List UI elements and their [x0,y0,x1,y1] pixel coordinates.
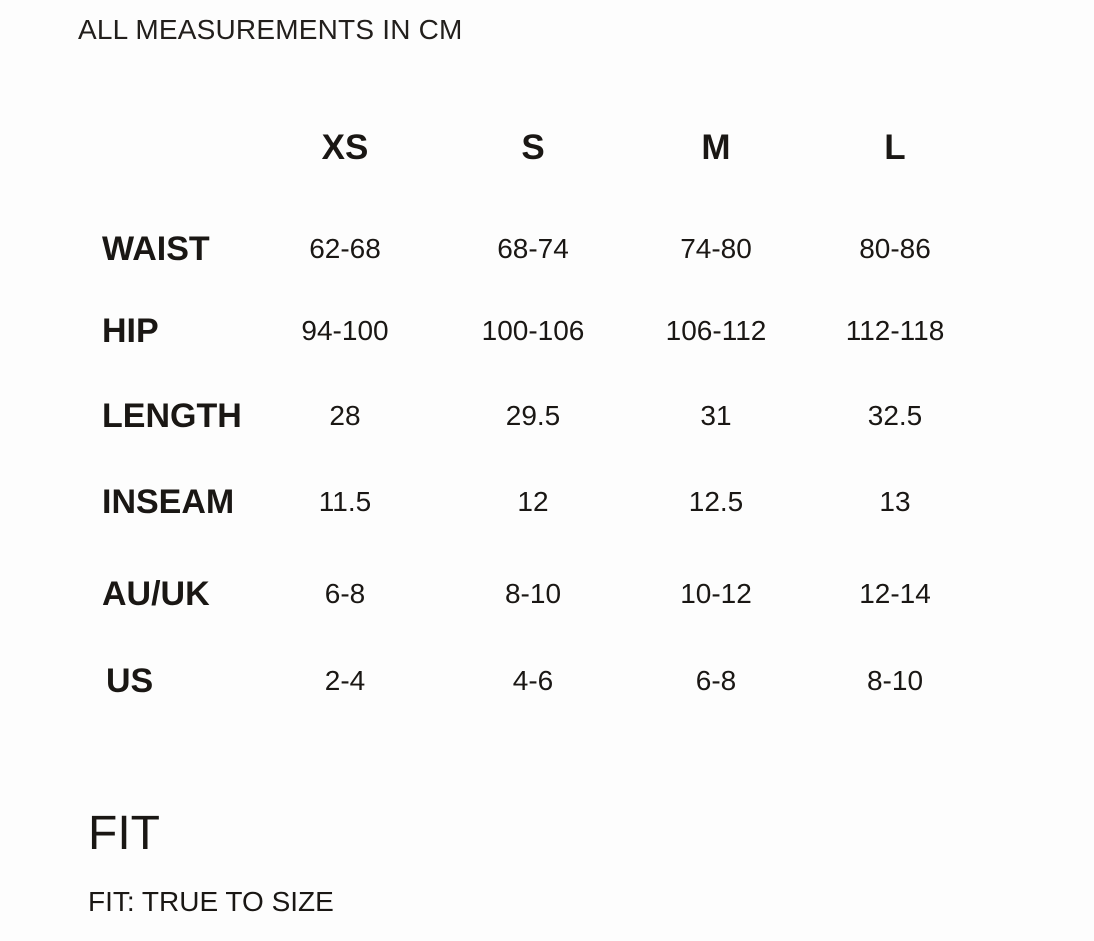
size-header-m: M [701,128,731,167]
table-cell: 12.5 [688,486,744,517]
size-header-xs: XS [321,128,369,167]
table-row: LENGTH 28 29.5 31 32.5 [0,394,1094,438]
row-label: INSEAM [102,483,235,521]
table-row: HIP 94-100 100-106 106-112 112-118 [0,309,1094,353]
table-cell: 29.5 [505,400,561,431]
table-cell: 74-80 [680,233,752,264]
table-cell: 112-118 [845,315,945,346]
fit-text: FIT: TRUE TO SIZE [88,886,334,917]
measurement-unit-note: ALL MEASUREMENTS IN CM [78,14,463,45]
table-cell: 31 [700,400,732,431]
table-cell: 13 [879,486,911,517]
table-cell: 68-74 [497,233,569,264]
table-cell: 32.5 [867,400,923,431]
table-cell: 6-8 [324,578,366,609]
row-label: AU/UK [102,575,210,613]
row-label: US [106,662,154,700]
table-cell: 62-68 [309,233,381,264]
table-cell: 11.5 [318,486,372,517]
row-label: LENGTH [102,397,242,435]
table-row: WAIST 62-68 68-74 74-80 80-86 [0,227,1094,271]
table-row: US 2-4 4-6 6-8 8-10 [0,659,1094,703]
row-label: WAIST [102,230,210,268]
table-cell: 106-112 [665,315,767,346]
size-header-l: L [884,128,906,167]
table-cell: 80-86 [859,233,931,264]
table-cell: 10-12 [680,578,752,609]
table-cell: 4-6 [512,665,554,696]
table-cell: 94-100 [301,315,389,346]
fit-heading: FIT [88,807,160,860]
row-label: HIP [102,312,159,350]
table-row: INSEAM 11.5 12 12.5 13 [0,480,1094,524]
table-cell: 2-4 [324,665,366,696]
table-cell: 8-10 [866,665,924,696]
table-cell: 6-8 [695,665,737,696]
table-cell: 12 [517,486,549,517]
table-cell: 28 [329,400,361,431]
table-cell: 8-10 [504,578,562,609]
size-header-s: S [521,128,545,167]
table-cell: 12-14 [859,578,931,609]
table-cell: 100-106 [481,315,585,346]
table-row: AU/UK 6-8 8-10 10-12 12-14 [0,572,1094,616]
